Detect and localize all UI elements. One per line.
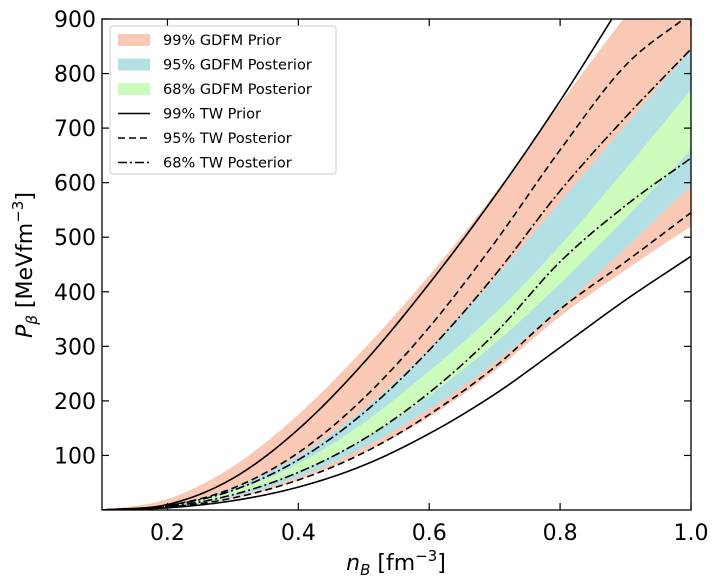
x-axis-label-exp: −3 — [415, 547, 437, 565]
y-tick-label: 500 — [54, 226, 96, 251]
series-line-1-1 — [102, 212, 691, 510]
x-tick-label: 0.4 — [281, 521, 316, 546]
y-tick-label: 200 — [54, 390, 96, 415]
legend-label: 68% TW Posterior — [163, 156, 292, 172]
y-tick-label: 300 — [54, 335, 96, 360]
y-tick-label: 700 — [54, 117, 96, 142]
series-line-1-0 — [102, 19, 686, 510]
legend-swatch — [118, 83, 150, 95]
legend-label: 95% TW Posterior — [163, 131, 292, 147]
x-tick-label: 1.0 — [674, 521, 709, 546]
series-line-0-0 — [102, 19, 613, 510]
x-axis-label-main: n — [346, 551, 360, 576]
legend-label: 99% TW Prior — [163, 107, 261, 123]
legend-box — [109, 25, 337, 175]
y-axis-label-close: ] — [13, 192, 38, 201]
band-0 — [102, 19, 691, 510]
legend-swatch — [118, 34, 150, 46]
y-tick-label: 800 — [54, 63, 96, 88]
x-tick-label: 0.6 — [412, 521, 447, 546]
series-line-0-1 — [102, 255, 691, 510]
legend: 99% GDFM Prior 95% GDFM Posterior 68% GDFM… — [109, 25, 337, 175]
y-tick-label: 600 — [54, 172, 96, 197]
y-axis-label-sub: β — [23, 315, 41, 326]
x-axis-label-close: ] — [437, 551, 446, 576]
y-axis-label: Pβ [MeVfm−3] — [9, 192, 41, 338]
legend-label: 95% GDFM Posterior — [163, 58, 312, 74]
x-axis-label-sub: B — [360, 561, 370, 576]
y-axis-label-unit: [MeVfm — [13, 223, 38, 315]
legend-label: 99% GDFM Prior — [163, 33, 281, 49]
x-tick-label: 0.2 — [150, 521, 185, 546]
series-line-2-1 — [102, 157, 691, 510]
legend-label: 68% GDFM Posterior — [163, 82, 312, 98]
y-axis-label-exp: −3 — [9, 201, 27, 223]
x-axis-label: nB [fm−3] — [346, 547, 446, 576]
tick-layer: 0.2 0.4 0.6 0.8 1.0 100 200 300 400 500 600 700 800 9… — [54, 8, 709, 546]
x-axis-label-unit: [fm — [370, 551, 415, 576]
series-line-2-0 — [102, 48, 691, 510]
x-tick-label: 0.8 — [543, 521, 578, 546]
y-axis-label-main: P — [13, 324, 38, 338]
plot-frame — [101, 18, 692, 511]
legend-swatch — [118, 58, 150, 71]
y-tick-label: 900 — [54, 8, 96, 33]
y-tick-label: 400 — [54, 281, 96, 306]
y-tick-label: 100 — [54, 444, 96, 469]
line-layer — [102, 19, 691, 510]
